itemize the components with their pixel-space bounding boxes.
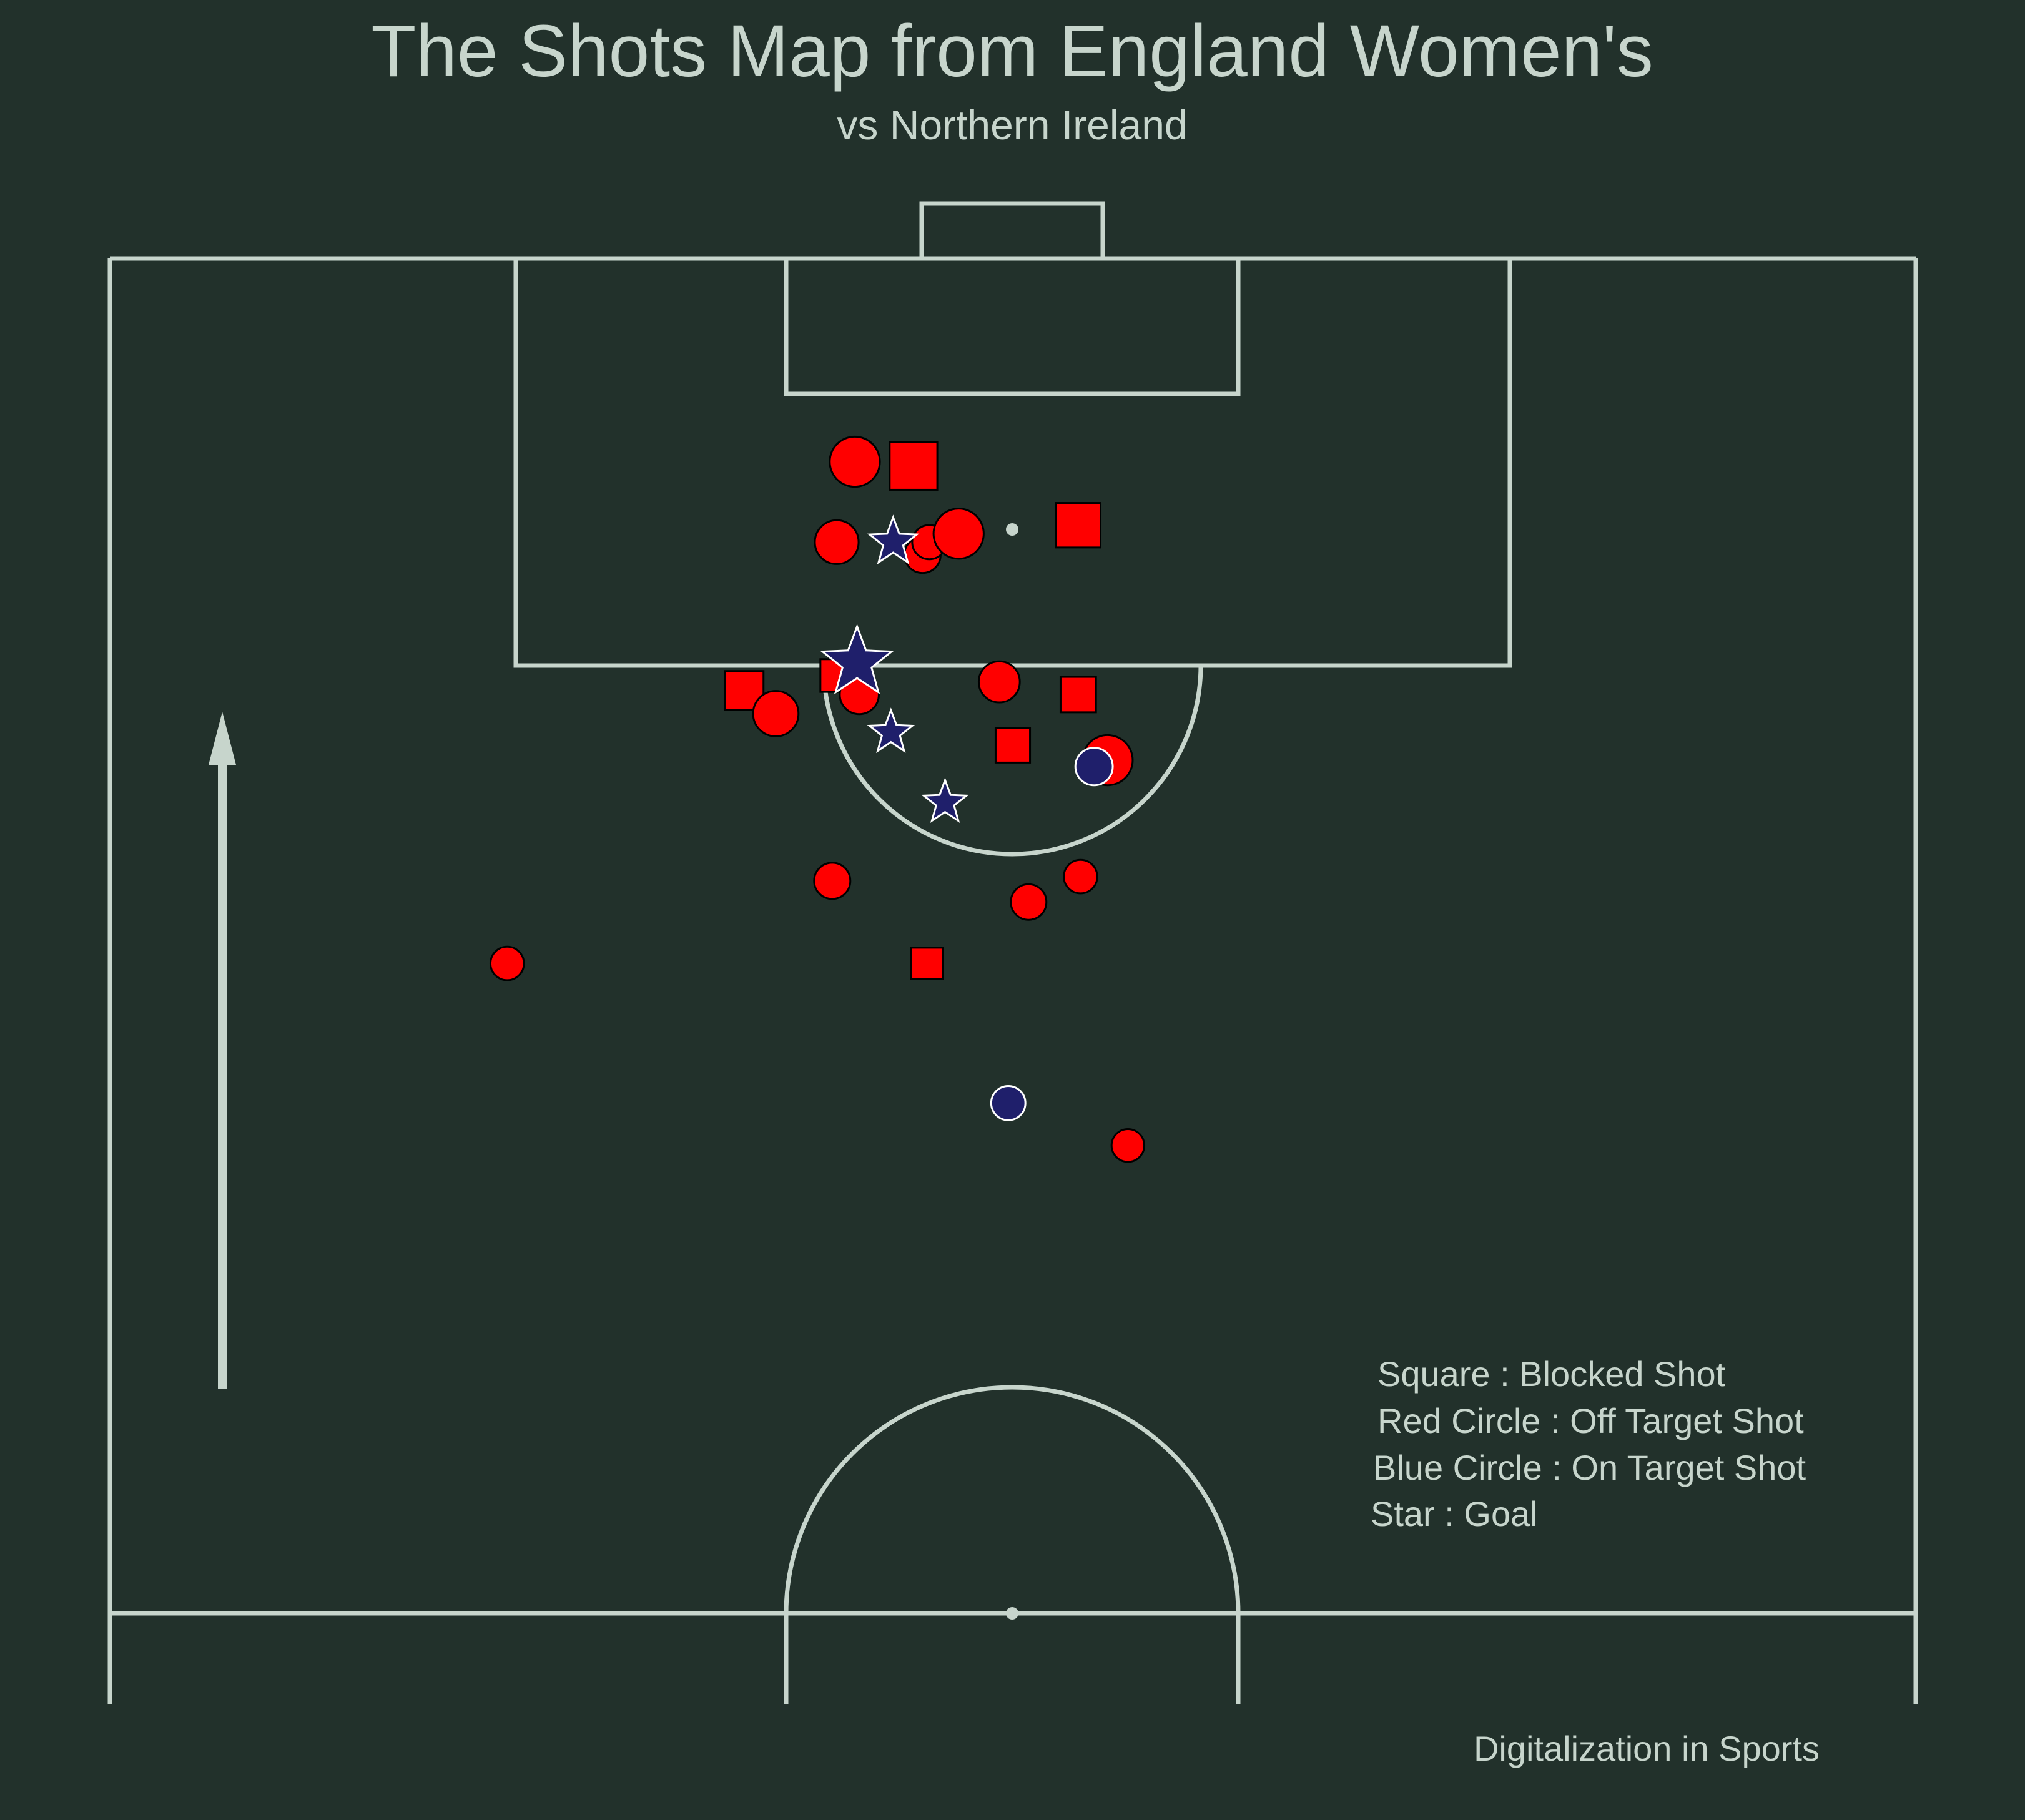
shot-marker-off-target xyxy=(489,945,525,981)
attack-direction-arrow xyxy=(209,712,236,1389)
pitch xyxy=(107,201,1918,1704)
legend: Square : Blocked Shot Red Circle : Off T… xyxy=(1371,1354,1806,1533)
shot-marker-off-target xyxy=(977,660,1021,704)
shot-marker-off-target xyxy=(1110,1128,1146,1163)
shot-marker-blocked xyxy=(889,441,939,491)
shot-marker-blocked xyxy=(994,727,1032,764)
shot-marker-on-target xyxy=(1074,747,1114,787)
shot-marker-off-target xyxy=(813,862,852,900)
legend-item-off-target: Red Circle : Off Target Shot xyxy=(1377,1401,1804,1440)
arrow-head xyxy=(209,712,236,765)
legend-item-goal: Star : Goal xyxy=(1371,1494,1538,1533)
shot-marker-blocked xyxy=(910,947,944,980)
shot-marker-off-target xyxy=(1010,883,1048,921)
shots-layer xyxy=(489,435,1146,1163)
shot-marker-off-target xyxy=(932,508,985,560)
goal xyxy=(919,201,1105,258)
shot-marker-goal xyxy=(820,624,894,695)
legend-item-blocked: Square : Blocked Shot xyxy=(1377,1354,1726,1394)
shot-marker-off-target xyxy=(814,519,860,565)
legend-item-on-target: Blue Circle : On Target Shot xyxy=(1373,1448,1806,1487)
shot-marker-blocked xyxy=(1059,676,1097,714)
shot-marker-goal xyxy=(867,514,920,564)
shot-marker-goal xyxy=(867,707,915,754)
six-yard-box xyxy=(784,258,1241,396)
shot-marker-off-target xyxy=(829,435,881,488)
shot-marker-goal xyxy=(921,777,969,823)
centre-circle xyxy=(784,1385,1241,1704)
penalty-arc xyxy=(821,665,1203,857)
penalty-spot xyxy=(1006,523,1018,536)
chart-subtitle: vs Northern Ireland xyxy=(837,102,1187,148)
shot-marker-blocked xyxy=(1055,502,1102,549)
centre-spot xyxy=(1006,1607,1018,1620)
chart-title: The Shots Map from England Women's xyxy=(371,10,1653,92)
shot-marker-on-target xyxy=(990,1085,1027,1121)
shot-marker-off-target xyxy=(1063,858,1098,895)
shot-marker-off-target xyxy=(752,690,800,737)
credit-text: Digitalization in Sports xyxy=(1474,1729,1820,1768)
